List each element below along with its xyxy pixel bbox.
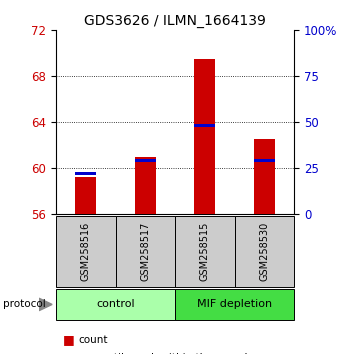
Text: count: count [78,335,108,345]
Bar [56,289,175,320]
Title: GDS3626 / ILMN_1664139: GDS3626 / ILMN_1664139 [84,14,266,28]
Text: ■: ■ [63,351,75,354]
Text: protocol: protocol [3,299,46,309]
Bar [116,216,175,287]
Bar [254,159,275,161]
Bar [175,289,294,320]
Bar [135,156,156,214]
Bar [254,139,275,214]
Polygon shape [39,298,52,311]
Text: percentile rank within the sample: percentile rank within the sample [78,353,254,354]
Text: GSM258516: GSM258516 [81,222,91,281]
Text: control: control [96,299,135,309]
Bar [135,159,156,161]
Bar [235,216,294,287]
Bar [194,59,215,214]
Bar [175,216,235,287]
Text: GSM258530: GSM258530 [259,222,269,281]
Bar [56,216,116,287]
Bar [194,124,215,127]
Text: GSM258515: GSM258515 [200,222,210,281]
Bar [75,177,96,214]
Text: GSM258517: GSM258517 [140,222,150,281]
Text: ■: ■ [63,333,75,346]
Bar [75,172,96,175]
Text: MIF depletion: MIF depletion [197,299,272,309]
